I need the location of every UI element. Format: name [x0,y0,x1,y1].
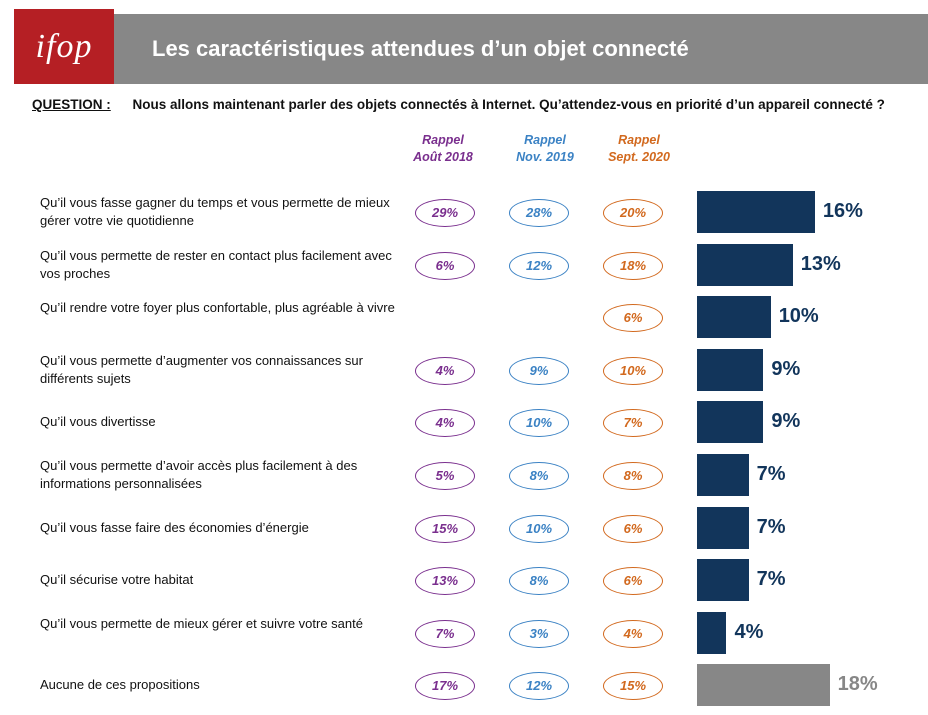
recall-value-sept2020: 20% [603,199,663,227]
row-label: Aucune de ces propositions [40,677,200,693]
recall-value-aout2018: 6% [415,251,475,280]
bar-value-label: 10% [778,305,819,328]
recall-value-aout2018: 17% [415,672,475,701]
column-header-sept2020: Rappel Sept. 2020 [584,132,694,166]
recall-value-nov2019: 28% [509,199,569,227]
bar-value-label: 7% [756,568,786,591]
column-header-line2: Août 2018 [413,150,473,164]
bar [697,506,749,549]
recall-value-nov2019: 9% [509,356,569,385]
recall-value-sept2020: 4% [603,619,663,648]
recall-value-aout2018: 13% [415,567,475,596]
question-label: QUESTION : [32,97,111,112]
recall-value-nov2019: 12% [509,251,569,280]
question-text: Nous allons maintenant parler des objets… [132,97,885,112]
recall-value-sept2020: 18% [603,251,663,280]
bar [697,454,749,496]
bar [697,664,830,707]
bar [697,296,771,339]
recall-value-aout2018: 5% [415,462,475,490]
column-header-line2: Nov. 2019 [516,150,574,164]
bar-value-label: 7% [756,515,786,538]
page-title: Les caractéristiques attendues d’un obje… [152,36,689,61]
bar [697,243,793,286]
column-header-line1: Rappel [524,133,566,147]
bar-value-label: 9% [771,410,801,433]
recall-value-sept2020: 6% [603,304,663,333]
column-header-line1: Rappel [618,133,660,147]
question: QUESTION : Nous allons maintenant parler… [32,97,912,112]
recall-value-nov2019: 10% [509,514,569,543]
recall-value-nov2019: 10% [509,409,569,438]
row-label: Qu’il vous permette de mieux gérer et su… [40,615,363,631]
ifop-logo: ifop [14,9,114,84]
recall-value-aout2018: 29% [415,199,475,227]
recall-value-sept2020: 15% [603,672,663,701]
row-label: Qu’il rendre votre foyer plus confortabl… [40,300,395,316]
recall-value-nov2019: 12% [509,672,569,701]
column-header-line2: Sept. 2020 [608,150,670,164]
bar-value-label: 16% [822,200,863,222]
recall-value-nov2019: 8% [509,567,569,596]
recall-value-aout2018: 4% [415,356,475,385]
row-label: Qu’il vous fasse faire des économies d’é… [40,519,309,535]
bar [697,191,815,233]
header-bar [14,14,928,84]
recall-value-aout2018: 15% [415,514,475,543]
recall-value-sept2020: 10% [603,356,663,385]
column-header-nov2019: Rappel Nov. 2019 [490,132,600,166]
bar-value-label: 7% [756,463,786,485]
recall-value-aout2018: 4% [415,409,475,438]
row-label: Qu’il vous fasse gagner du temps et vous… [40,195,390,228]
recall-value-sept2020: 6% [603,514,663,543]
column-header-line1: Rappel [422,133,464,147]
bar-value-label: 18% [837,673,878,696]
bar [697,348,764,391]
recall-value-aout2018: 7% [415,619,475,648]
row-label: Qu’il vous permette de rester en contact… [40,247,392,281]
recall-value-sept2020: 7% [603,409,663,438]
row-label: Qu’il vous permette d’augmenter vos conn… [40,352,363,386]
bar-value-label: 4% [734,620,764,643]
column-header-aout2018: Rappel Août 2018 [388,132,498,166]
bar-value-label: 9% [771,357,801,380]
recall-value-nov2019: 8% [509,462,569,490]
row-label: Qu’il vous divertisse [40,414,156,430]
row-label: Qu’il vous permette d’avoir accès plus f… [40,458,358,491]
bar [697,611,727,654]
recall-value-sept2020: 8% [603,462,663,490]
row-label: Qu’il sécurise votre habitat [40,572,194,588]
recall-value-sept2020: 6% [603,567,663,596]
recall-value-nov2019: 3% [509,619,569,648]
bar [697,401,764,444]
bar [697,559,749,602]
bar-value-label: 13% [800,252,841,275]
